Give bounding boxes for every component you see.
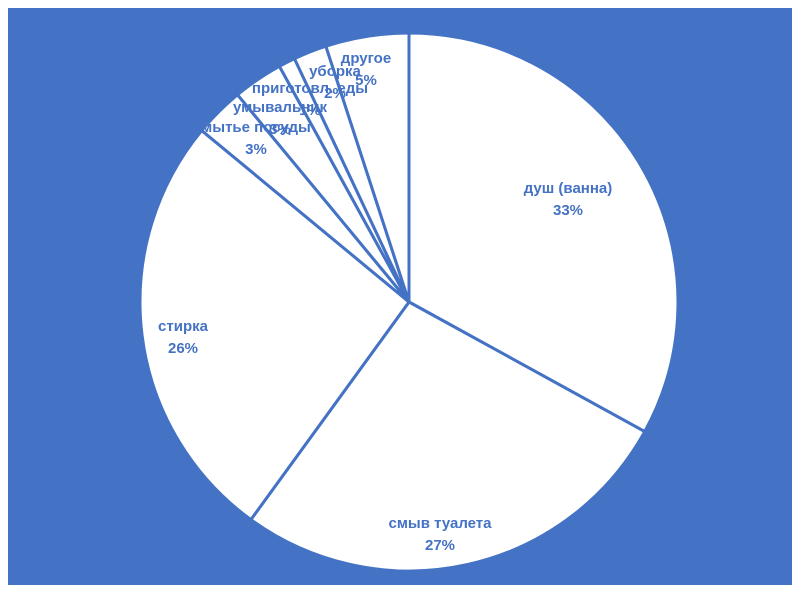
pie-slice-8: [324, 31, 411, 304]
slice-value-label: 3%: [269, 121, 291, 138]
slice-label-8: другое 5%: [341, 50, 391, 89]
slice-value-label: 27%: [425, 537, 455, 554]
slice-label-7: уборка 2%: [309, 63, 361, 102]
slice-label-6: приготовл. еды 1%: [252, 80, 368, 119]
slice-value-label: 3%: [245, 141, 267, 158]
pie-chart: душ (ванна) 33% смыв туалета 27% стирка 26% мы…: [8, 8, 792, 585]
slice-category-label: душ (ванна): [524, 180, 613, 197]
slice-value-label: 26%: [168, 340, 198, 357]
slice-label-2: смыв туалета 27%: [388, 515, 492, 554]
slice-category-label: другое: [341, 50, 391, 67]
pie-slices: [138, 31, 680, 573]
pie-labels: душ (ванна) 33% смыв туалета 27% стирка 26% мы…: [158, 50, 612, 554]
slice-label-4: мытье посуды 3%: [201, 119, 311, 158]
slice-value-label: 1%: [299, 102, 321, 119]
slice-category-label: мытье посуды: [201, 119, 311, 136]
slice-category-label: умывальник: [233, 99, 327, 116]
slice-value-label: 5%: [355, 72, 377, 89]
slice-label-3: стирка 26%: [158, 318, 209, 357]
slice-label-1: душ (ванна) 33%: [524, 180, 613, 219]
slice-category-label: смыв туалета: [388, 515, 492, 532]
slice-value-label: 33%: [553, 202, 583, 219]
pie-slice-1: [407, 31, 680, 434]
slice-value-label: 2%: [324, 85, 346, 102]
slice-category-label: стирка: [158, 318, 209, 335]
slice-label-5: умывальник 3%: [233, 99, 327, 138]
slice-category-label: уборка: [309, 63, 361, 80]
slice-category-label: приготовл. еды: [252, 80, 368, 97]
chart-area: душ (ванна) 33% смыв туалета 27% стирка 26% мы…: [8, 8, 792, 585]
pie-slice-2: [249, 300, 647, 573]
pie-slice-3: [138, 129, 411, 522]
